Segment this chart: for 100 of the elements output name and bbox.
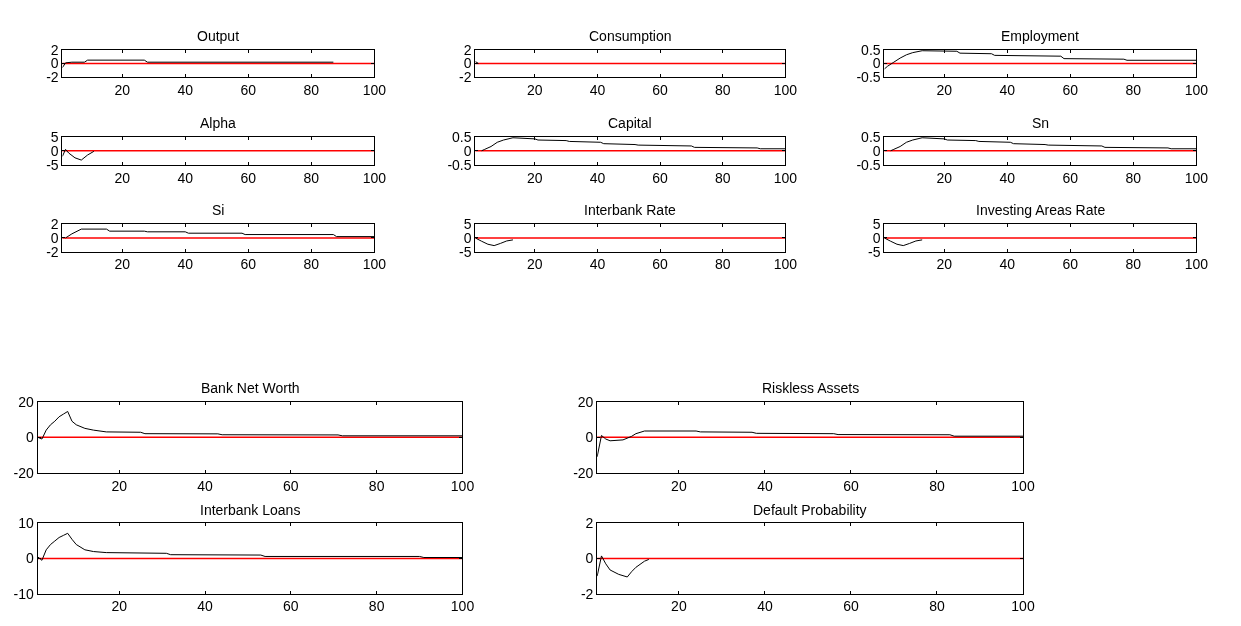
x-tick-label: 60: [240, 256, 257, 273]
x-tick-label: 60: [652, 169, 669, 186]
x-tick-label: 20: [527, 169, 543, 186]
y-tick-label: 0: [585, 429, 594, 446]
x-tick-label: 40: [589, 81, 606, 98]
x-tick-label: 100: [1184, 256, 1209, 273]
x-tick-label: 60: [240, 169, 257, 186]
x-tick-label: 20: [114, 256, 131, 273]
y-tick-label: 0: [463, 142, 472, 159]
chart-title: Default Probability: [753, 502, 867, 518]
y-tick-label: 0.5: [861, 128, 881, 145]
x-tick-label: 40: [197, 598, 213, 615]
x-tick-label: 80: [368, 477, 385, 494]
chart-title: Consumption: [589, 28, 672, 44]
y-tick-label: 0: [872, 55, 881, 72]
x-tick-label: 80: [368, 598, 385, 615]
y-tick-label: 0: [872, 142, 881, 159]
x-tick-label: 100: [362, 169, 387, 186]
chart-title: Investing Areas Rate: [976, 202, 1106, 218]
y-tick-label: 0: [26, 550, 35, 567]
x-tick-label: 80: [1125, 169, 1142, 186]
chart-title: Interbank Loans: [200, 502, 301, 518]
x-tick-label: 60: [652, 81, 669, 98]
y-tick-label: -20: [573, 464, 594, 481]
x-tick-label: 80: [714, 169, 731, 186]
chart-title: Alpha: [200, 115, 237, 131]
chart-title: Sn: [1032, 115, 1050, 131]
y-tick-label: 0: [463, 55, 472, 72]
y-tick-label: -5: [46, 156, 59, 173]
x-tick-label: 20: [111, 598, 128, 615]
x-tick-label: 60: [843, 598, 859, 615]
x-tick-label: 20: [527, 256, 543, 273]
x-tick-label: 80: [929, 598, 945, 615]
x-tick-label: 60: [1062, 256, 1079, 273]
chart-title: Interbank Rate: [584, 202, 677, 218]
y-tick-label: -2: [459, 69, 472, 86]
x-tick-label: 20: [114, 81, 131, 98]
x-tick-label: 60: [843, 477, 859, 494]
x-tick-label: 60: [652, 256, 669, 273]
y-tick-label: -10: [13, 585, 35, 602]
chart-title: Capital: [608, 115, 652, 131]
x-tick-label: 20: [671, 598, 687, 615]
x-tick-label: 40: [589, 169, 606, 186]
x-tick-label: 80: [714, 81, 731, 98]
x-tick-label: 60: [283, 477, 299, 494]
x-tick-label: 100: [773, 256, 798, 273]
x-tick-label: 20: [671, 477, 687, 494]
y-tick-label: -5: [868, 243, 881, 260]
y-tick-label: -5: [459, 243, 472, 260]
x-tick-label: 20: [527, 81, 543, 98]
x-tick-label: 40: [177, 169, 194, 186]
x-tick-label: 20: [936, 169, 953, 186]
x-tick-label: 100: [450, 598, 475, 615]
y-tick-label: -2: [46, 69, 59, 86]
x-tick-label: 80: [929, 477, 945, 494]
y-tick-label: -0.5: [856, 69, 881, 86]
x-tick-label: 40: [757, 477, 773, 494]
x-tick-label: 20: [936, 256, 953, 273]
y-tick-label: 20: [18, 393, 35, 410]
x-tick-label: 100: [450, 477, 475, 494]
x-tick-label: 20: [111, 477, 128, 494]
y-tick-label: 0: [50, 55, 59, 72]
chart-title: Riskless Assets: [762, 380, 860, 396]
chart-title: Bank Net Worth: [201, 380, 300, 396]
x-tick-label: 80: [303, 256, 320, 273]
x-tick-label: 80: [1125, 81, 1142, 98]
y-tick-label: 0: [50, 142, 59, 159]
y-tick-label: 20: [577, 393, 594, 410]
x-tick-label: 100: [1184, 81, 1209, 98]
x-tick-label: 40: [999, 81, 1016, 98]
y-tick-label: 2: [585, 515, 594, 532]
x-tick-label: 60: [1062, 169, 1079, 186]
x-tick-label: 40: [177, 81, 194, 98]
x-tick-label: 80: [1125, 256, 1142, 273]
x-tick-label: 60: [1062, 81, 1079, 98]
y-tick-label: 0: [585, 550, 594, 567]
x-tick-label: 100: [362, 81, 387, 98]
chart-title: Employment: [1001, 28, 1079, 44]
x-tick-label: 40: [197, 477, 213, 494]
y-tick-label: -20: [13, 464, 35, 481]
x-tick-label: 40: [589, 256, 606, 273]
x-tick-label: 20: [114, 169, 131, 186]
y-tick-label: 0: [26, 429, 35, 446]
y-tick-label: 0.5: [861, 41, 881, 58]
x-tick-label: 40: [757, 598, 773, 615]
x-tick-label: 100: [773, 169, 798, 186]
x-tick-label: 80: [303, 81, 320, 98]
y-tick-label: -0.5: [447, 156, 472, 173]
x-tick-label: 20: [936, 81, 953, 98]
x-tick-label: 40: [177, 256, 194, 273]
y-tick-label: 10: [18, 515, 35, 532]
chart-title: Si: [212, 202, 225, 218]
x-tick-label: 100: [1011, 598, 1035, 615]
x-tick-label: 100: [773, 81, 798, 98]
x-tick-label: 60: [283, 598, 299, 615]
y-tick-label: 5: [50, 128, 59, 145]
y-tick-label: -2: [46, 243, 59, 260]
y-tick-label: 2: [50, 41, 59, 58]
x-tick-label: 100: [1011, 477, 1035, 494]
x-tick-label: 80: [714, 256, 731, 273]
